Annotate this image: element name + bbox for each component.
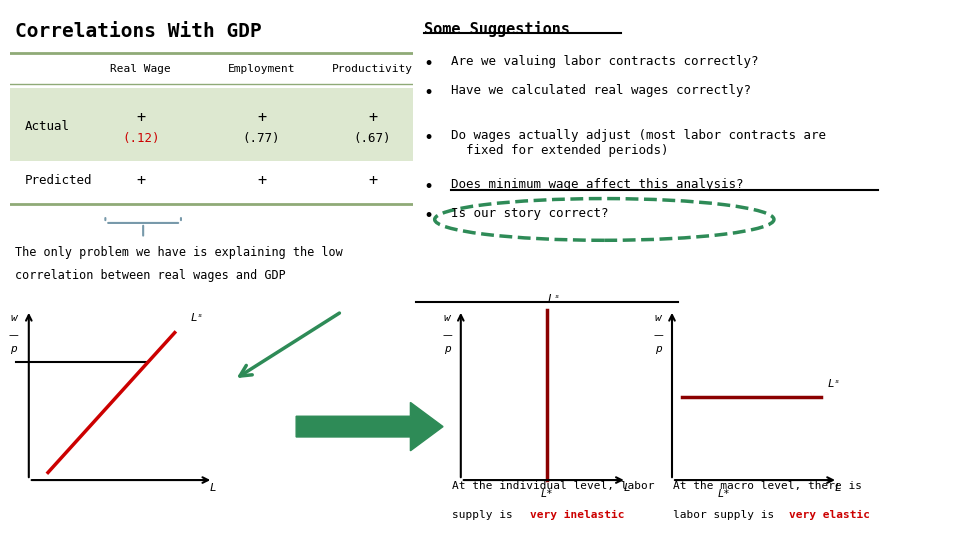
Text: +: + bbox=[136, 110, 145, 125]
Text: (.67): (.67) bbox=[353, 132, 392, 145]
Text: labor supply is: labor supply is bbox=[673, 510, 780, 521]
Text: —: — bbox=[443, 330, 452, 340]
Text: L*: L* bbox=[717, 489, 731, 499]
Text: p: p bbox=[10, 343, 17, 354]
Text: Lˢ: Lˢ bbox=[190, 313, 204, 323]
Polygon shape bbox=[296, 402, 443, 451]
Text: Lˢ: Lˢ bbox=[828, 380, 841, 389]
Text: Some Suggestions: Some Suggestions bbox=[423, 21, 569, 37]
Text: w: w bbox=[655, 313, 661, 323]
Text: Employment: Employment bbox=[228, 64, 296, 73]
Text: Real Wage: Real Wage bbox=[110, 64, 171, 73]
Text: Do wages actually adjust (most labor contracts are
  fixed for extended periods): Do wages actually adjust (most labor con… bbox=[451, 129, 827, 157]
FancyBboxPatch shape bbox=[10, 88, 413, 161]
Text: +: + bbox=[368, 173, 377, 188]
Text: Actual: Actual bbox=[25, 120, 70, 133]
Text: •: • bbox=[423, 55, 434, 73]
Text: (.77): (.77) bbox=[243, 132, 280, 145]
Text: •: • bbox=[423, 207, 434, 225]
Text: Are we valuing labor contracts correctly?: Are we valuing labor contracts correctly… bbox=[451, 55, 758, 68]
Text: +: + bbox=[257, 110, 266, 125]
Text: Predicted: Predicted bbox=[25, 174, 92, 187]
Text: L: L bbox=[623, 483, 630, 494]
Text: +: + bbox=[368, 110, 377, 125]
FancyArrowPatch shape bbox=[240, 313, 340, 376]
Text: At the macro level, there is: At the macro level, there is bbox=[673, 481, 862, 491]
Text: L*: L* bbox=[540, 489, 554, 499]
Text: +: + bbox=[136, 173, 145, 188]
Text: w: w bbox=[444, 313, 450, 323]
Text: •: • bbox=[423, 129, 434, 147]
Text: +: + bbox=[257, 173, 266, 188]
Text: The only problem we have is explaining the low: The only problem we have is explaining t… bbox=[14, 246, 343, 259]
Text: Have we calculated real wages correctly?: Have we calculated real wages correctly? bbox=[451, 84, 751, 97]
Text: •: • bbox=[423, 178, 434, 195]
Text: —: — bbox=[9, 330, 18, 340]
Text: Does minimum wage affect this analysis?: Does minimum wage affect this analysis? bbox=[451, 178, 744, 191]
Text: very inelastic: very inelastic bbox=[530, 510, 625, 521]
Text: p: p bbox=[444, 343, 450, 354]
Text: L: L bbox=[834, 483, 841, 494]
Text: Productivity: Productivity bbox=[332, 64, 413, 73]
Text: Lˢ: Lˢ bbox=[547, 294, 561, 305]
Text: At the individual level, labor: At the individual level, labor bbox=[452, 481, 655, 491]
Text: L: L bbox=[209, 483, 217, 494]
Text: p: p bbox=[655, 343, 661, 354]
Text: supply is: supply is bbox=[452, 510, 519, 521]
Text: Correlations With GDP: Correlations With GDP bbox=[14, 22, 261, 42]
Text: correlation between real wages and GDP: correlation between real wages and GDP bbox=[14, 269, 285, 282]
Text: w: w bbox=[10, 313, 17, 323]
Text: •: • bbox=[423, 84, 434, 103]
Text: Is our story correct?: Is our story correct? bbox=[451, 207, 609, 220]
Text: (.12): (.12) bbox=[122, 132, 159, 145]
Text: —: — bbox=[654, 330, 663, 340]
Text: very elastic: very elastic bbox=[789, 510, 870, 521]
